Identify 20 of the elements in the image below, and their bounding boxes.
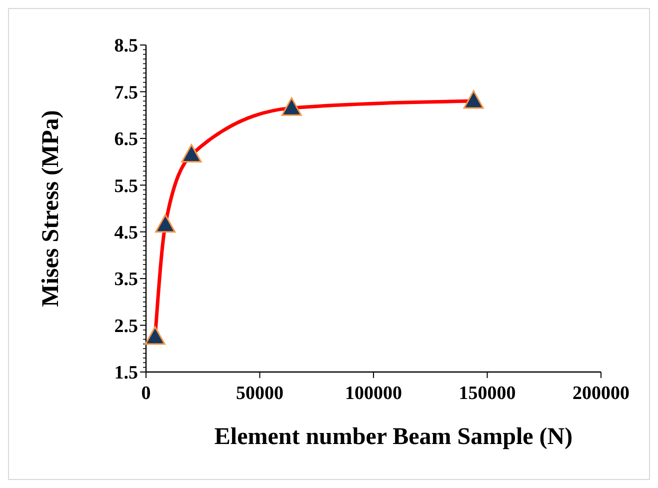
y-tick-label: 4.5 [114, 222, 138, 244]
x-tick-label: 100000 [345, 383, 402, 404]
x-tick-label: 200000 [572, 383, 630, 404]
x-tick-label: 50000 [236, 383, 284, 404]
y-tick-label: 3.5 [114, 269, 138, 290]
y-tick-label: 6.5 [114, 129, 138, 150]
y-tick-label: 2.5 [114, 316, 138, 337]
x-axis-title: Element number Beam Sample (N) [214, 424, 573, 450]
x-tick-label: 150000 [458, 383, 516, 404]
point [155, 214, 176, 233]
y-axis-title: Mises Stress (MPa) [38, 110, 64, 307]
point [281, 97, 302, 116]
x-tick-label: 0 [141, 383, 151, 404]
point [463, 90, 484, 109]
y-tick-label: 8.5 [114, 36, 138, 57]
point [144, 326, 166, 345]
y-tick-label: 7.5 [114, 82, 138, 104]
point [181, 144, 202, 163]
y-tick-label: 1.5 [114, 362, 138, 384]
y-tick-label: 5.5 [114, 176, 138, 197]
